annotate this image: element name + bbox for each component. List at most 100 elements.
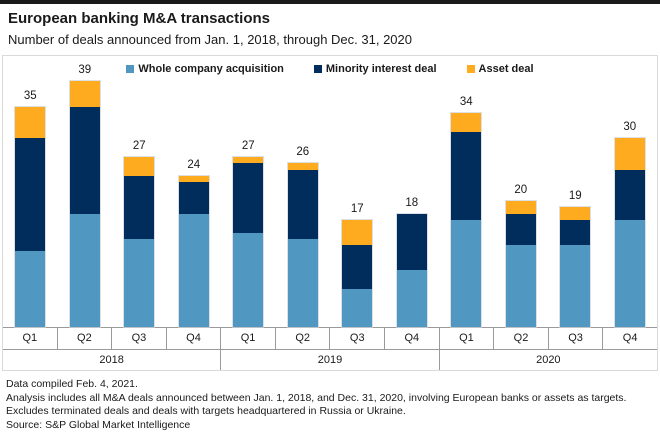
stacked-bar: [397, 214, 427, 327]
stacked-bar: [288, 163, 318, 327]
bar-segment: [342, 245, 372, 289]
bar-segment: [615, 220, 645, 327]
bar-column: 24: [167, 78, 222, 327]
bar-segment: [451, 132, 481, 220]
axis-quarter-label: Q1: [221, 328, 276, 349]
axis-quarter-label: Q2: [276, 328, 331, 349]
bar-segment: [124, 157, 154, 176]
bar-column: 35: [3, 78, 58, 327]
axis-year-label: 2020: [440, 350, 657, 370]
axis-quarter-label: Q3: [549, 328, 604, 349]
legend-label: Whole company acquisition: [138, 63, 283, 75]
legend-item: Minority interest deal: [314, 63, 437, 75]
bar-total-label: 19: [548, 190, 603, 202]
axis-quarter-label: Q4: [385, 328, 440, 349]
bar-segment: [560, 207, 590, 220]
bar-total-label: 27: [112, 140, 167, 152]
footnote-line: Data compiled Feb. 4, 2021.: [6, 378, 652, 392]
axis-quarter-label: Q2: [494, 328, 549, 349]
bar-column: 27: [221, 78, 276, 327]
footnote-line: Excludes terminated deals and deals with…: [6, 405, 652, 419]
axis-quarter-label: Q3: [330, 328, 385, 349]
bar-total-label: 24: [167, 159, 222, 171]
bar-column: 19: [548, 78, 603, 327]
bar-segment: [15, 107, 45, 139]
bar-total-label: 18: [385, 197, 440, 209]
bar-segment: [560, 245, 590, 327]
bar-segment: [397, 214, 427, 271]
chart-title: European banking M&A transactions: [8, 10, 652, 28]
bar-segment: [506, 214, 536, 246]
bar-total-label: 35: [3, 90, 58, 102]
bar-column: 17: [330, 78, 385, 327]
legend-label: Minority interest deal: [326, 63, 437, 75]
chart-subtitle: Number of deals announced from Jan. 1, 2…: [8, 32, 652, 48]
bar-total-label: 27: [221, 140, 276, 152]
bar-column: 18: [385, 78, 440, 327]
legend-item: Whole company acquisition: [126, 63, 283, 75]
stacked-bar: [506, 201, 536, 327]
bar-column: 30: [603, 78, 658, 327]
bar-segment: [506, 245, 536, 327]
bar-segment: [179, 214, 209, 327]
legend-swatch-icon: [126, 65, 134, 73]
axis-quarter-label: Q4: [603, 328, 657, 349]
stacked-bar: [615, 138, 645, 327]
stacked-bar: [560, 207, 590, 327]
bar-segment: [615, 138, 645, 170]
bar-total-label: 20: [494, 184, 549, 196]
bar-segment: [342, 289, 372, 327]
legend-swatch-icon: [314, 65, 322, 73]
stacked-bar: [179, 176, 209, 327]
bar-total-label: 34: [439, 96, 494, 108]
bar-column: 27: [112, 78, 167, 327]
stacked-bar: [342, 220, 372, 327]
bar-segment: [288, 239, 318, 327]
bar-segment: [506, 201, 536, 214]
axis-year-label: 2018: [3, 350, 221, 370]
bar-column: 26: [276, 78, 331, 327]
bar-segment: [70, 81, 100, 106]
bar-segment: [124, 239, 154, 327]
bar-column: 39: [58, 78, 113, 327]
stacked-bar: [233, 157, 263, 327]
chart-area: Whole company acquisition Minority intere…: [2, 55, 658, 371]
bar-segment: [15, 138, 45, 251]
stacked-bar: [15, 107, 45, 327]
bar-segment: [288, 170, 318, 239]
bar-segment: [233, 233, 263, 328]
stacked-bar: [70, 81, 100, 327]
footnote-line: Analysis includes all M&A deals announce…: [6, 392, 652, 406]
bar-segment: [70, 107, 100, 214]
bar-segment: [615, 170, 645, 220]
axis-year-label: 2019: [221, 350, 439, 370]
bar-total-label: 26: [276, 146, 331, 158]
bar-segment: [15, 251, 45, 327]
axis-quarter-label: Q2: [58, 328, 113, 349]
footnote-line: Source: S&P Global Market Intelligence: [6, 419, 652, 432]
legend-label: Asset deal: [479, 63, 534, 75]
bar-segment: [179, 182, 209, 214]
bar-column: 20: [494, 78, 549, 327]
bar-column: 34: [439, 78, 494, 327]
bar-segment: [124, 176, 154, 239]
bar-segment: [560, 220, 590, 245]
stacked-bar: [451, 113, 481, 327]
legend-item: Asset deal: [467, 63, 534, 75]
bar-segment: [342, 220, 372, 245]
bar-segment: [233, 163, 263, 232]
axis-quarter-label: Q3: [112, 328, 167, 349]
bar-total-label: 30: [603, 121, 658, 133]
bar-total-label: 17: [330, 203, 385, 215]
legend-swatch-icon: [467, 65, 475, 73]
bar-segment: [451, 220, 481, 327]
stacked-bar: [124, 157, 154, 327]
chart-header: European banking M&A transactions Number…: [0, 4, 660, 50]
bar-total-label: 39: [58, 64, 113, 76]
bar-segment: [70, 214, 100, 327]
axis-quarter-label: Q4: [167, 328, 222, 349]
bar-segment: [451, 113, 481, 132]
